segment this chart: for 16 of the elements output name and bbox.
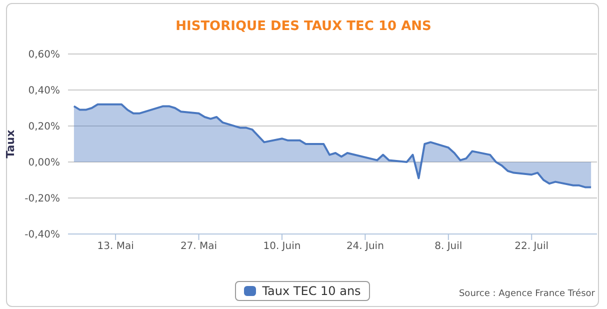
y-tick-label: 0,00%	[28, 158, 60, 169]
x-tick-label: 13. Mai	[97, 241, 134, 252]
y-tick-label: -0,40%	[24, 230, 60, 241]
x-tick-label: 8. Juil	[434, 241, 462, 252]
legend-label: Taux TEC 10 ans	[235, 281, 370, 301]
y-tick-label: 0,40%	[28, 86, 60, 97]
chart-title: HISTORIQUE DES TAUX TEC 10 ANS	[174, 19, 432, 34]
y-tick-label: 0,60%	[28, 50, 60, 61]
y-axis-title: Taux	[4, 130, 17, 158]
x-tick-label: 24. Juin	[346, 241, 384, 252]
source-note: Source : Agence France Trésor	[458, 289, 595, 299]
y-tick-label: 0,20%	[28, 122, 60, 133]
x-tick-label: 22. Juil	[514, 241, 549, 252]
y-tick-label: -0,20%	[24, 194, 60, 205]
x-tick-label: 27. Mai	[180, 241, 218, 252]
x-tick-label: 10. Juin	[263, 241, 301, 252]
